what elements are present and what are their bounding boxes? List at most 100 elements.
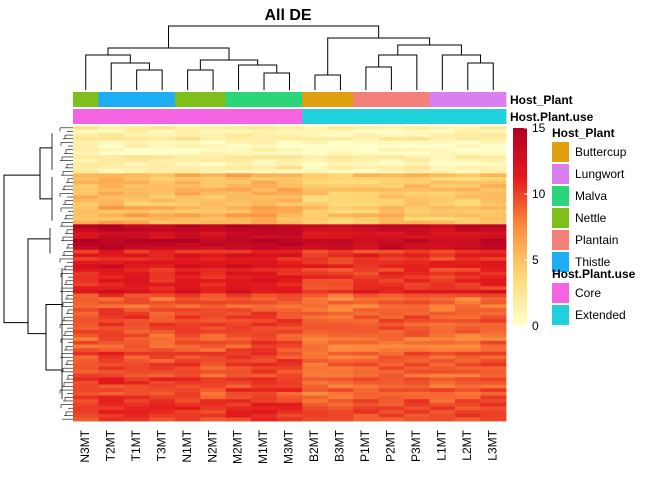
heatmap-cell	[225, 282, 252, 287]
heatmap-cell	[98, 162, 125, 167]
heatmap-cell	[251, 340, 278, 345]
heatmap-cell	[200, 198, 227, 203]
heatmap-cell	[123, 257, 150, 262]
heatmap-cell	[73, 260, 99, 265]
heatmap-cell	[353, 326, 380, 331]
heatmap-cell	[327, 136, 354, 141]
heatmap-cell	[353, 333, 380, 338]
heatmap-cell	[378, 220, 405, 225]
heatmap-cell	[73, 246, 99, 251]
heatmap-cell	[73, 231, 99, 236]
heatmap-cell	[276, 402, 303, 407]
heatmap-cell	[73, 329, 99, 334]
heatmap-cell	[327, 238, 354, 243]
heatmap-cell	[225, 227, 252, 233]
heatmap-cell	[225, 275, 252, 280]
heatmap-cell	[200, 206, 227, 211]
heatmap-cell	[353, 206, 380, 211]
heatmap-cell	[123, 304, 150, 309]
heatmap-cell	[149, 337, 176, 342]
heatmap-cell	[98, 289, 125, 294]
heatmap-cell	[429, 140, 456, 145]
heatmap-cell	[378, 413, 405, 418]
heatmap-cell	[302, 286, 329, 291]
annotation-row-labels: Host_Plant Host.Plant.use	[510, 93, 594, 124]
heatmap-cell	[225, 217, 252, 222]
heatmap-cell	[480, 176, 507, 182]
heatmap-cell	[327, 220, 354, 225]
heatmap-cell	[429, 333, 456, 338]
heatmap-cell	[404, 355, 430, 360]
heatmap-cell	[276, 300, 303, 305]
heatmap-cell	[123, 249, 150, 254]
heatmap-cell	[225, 180, 252, 185]
heatmap-cell	[429, 370, 456, 375]
heatmap-cell	[276, 297, 303, 302]
heatmap-cell	[149, 344, 176, 349]
heatmap-cell	[174, 158, 201, 163]
heatmap-cell	[123, 348, 150, 353]
heatmap-cell	[378, 402, 405, 407]
heatmap-cell	[149, 133, 176, 138]
heatmap-cell	[455, 184, 481, 189]
heatmap-cell	[480, 344, 507, 349]
heatmap-cell	[123, 322, 150, 327]
heatmap-cell	[302, 238, 329, 243]
annotation-row-label: Host_Plant	[510, 93, 573, 107]
heatmap-cell	[480, 293, 507, 298]
heatmap-cell	[225, 322, 252, 327]
heatmap-cell	[73, 340, 99, 345]
column-label: L1MT	[434, 429, 448, 460]
heatmap-cell	[73, 271, 99, 276]
heatmap-cell	[251, 337, 278, 342]
heatmap-cell	[73, 395, 99, 400]
heatmap-cell	[276, 202, 303, 207]
heatmap-cell	[302, 169, 329, 174]
heatmap-cell	[276, 380, 303, 385]
heatmap-cell	[251, 253, 278, 258]
heatmap-cell	[251, 173, 278, 178]
heatmap-cell	[200, 275, 227, 280]
heatmap-cell	[251, 300, 278, 305]
heatmap-cell	[353, 337, 380, 342]
heatmap-cell	[200, 155, 227, 160]
heatmap-cell	[455, 384, 481, 389]
legend-label: Extended	[575, 308, 626, 322]
heatmap-cell	[429, 337, 456, 342]
heatmap-cell	[404, 297, 430, 302]
heatmap-cell	[429, 136, 456, 141]
heatmap-cell	[404, 351, 430, 356]
heatmap-cell	[276, 315, 303, 320]
heatmap-cell	[302, 217, 329, 222]
heatmap-cell	[123, 253, 150, 258]
heatmap-cell	[225, 286, 252, 291]
heatmap-cell	[225, 242, 252, 247]
heatmap-cell	[174, 176, 201, 182]
column-label: P3MT	[409, 429, 423, 462]
heatmap-cell	[455, 257, 481, 262]
heatmap-cell	[302, 362, 329, 367]
heatmap-cell	[480, 308, 507, 313]
heatmap-cell	[302, 391, 329, 396]
colorbar-tick-label: 15	[532, 121, 546, 135]
heatmap-cell	[174, 391, 201, 396]
heatmap-cell	[174, 144, 201, 149]
heatmap-cell	[73, 351, 99, 356]
heatmap-cell	[276, 235, 303, 240]
heatmap-cell	[276, 264, 303, 269]
heatmap-cell	[302, 173, 329, 178]
heatmap-cell	[480, 391, 507, 396]
heatmap-cell	[225, 326, 252, 331]
heatmap-cell	[480, 235, 507, 240]
heatmap-cell	[98, 249, 125, 254]
heatmap-cell	[200, 344, 227, 349]
heatmap-cell	[455, 333, 481, 338]
heatmap-cell	[378, 144, 405, 149]
heatmap-cell	[123, 126, 150, 131]
heatmap-cell	[353, 202, 380, 207]
heatmap-cell	[174, 344, 201, 349]
heatmap-cell	[455, 144, 481, 149]
heatmap-cell	[149, 388, 176, 393]
heatmap-cell	[302, 184, 329, 189]
heatmap-cell	[378, 406, 405, 411]
